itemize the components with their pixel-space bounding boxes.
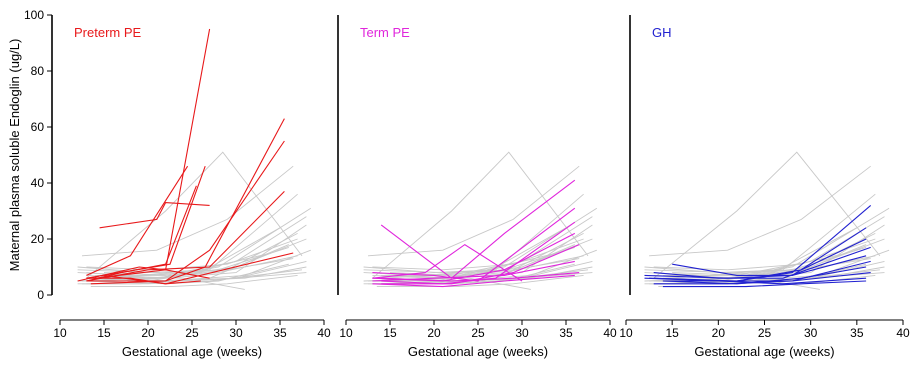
x-tick-label: 40	[896, 326, 910, 340]
x-tick-label: 20	[141, 326, 155, 340]
x-axis-label: Gestational age (weeks)	[122, 344, 262, 359]
x-tick-label: 15	[97, 326, 111, 340]
panel-title: Term PE	[360, 25, 410, 40]
x-tick-label: 35	[273, 326, 287, 340]
background-series-line	[653, 207, 890, 279]
x-tick-label: 30	[804, 326, 818, 340]
highlight-series-line	[99, 202, 210, 229]
highlight-series-line	[644, 277, 867, 285]
y-axis-label: Maternal plasma soluble Endoglin (ug/L)	[7, 39, 22, 272]
x-tick-label: 40	[317, 326, 331, 340]
background-series-line	[95, 246, 289, 279]
y-tick-label: 20	[31, 232, 45, 246]
background-series-line	[644, 193, 876, 274]
highlight-series-line	[86, 191, 285, 282]
background-series-line	[649, 165, 871, 257]
x-tick-label: 10	[339, 326, 353, 340]
background-series-line	[367, 165, 580, 257]
highlight-series-line	[86, 140, 285, 282]
panel-title: GH	[652, 25, 672, 40]
background-series-line	[81, 165, 294, 257]
highlight-series-line	[672, 255, 867, 276]
panel-title: Preterm PE	[74, 25, 142, 40]
highlight-series-line	[372, 274, 575, 288]
highlight-series-line	[77, 28, 211, 282]
highlight-series-line	[662, 266, 867, 285]
background-series-line	[86, 238, 298, 271]
background-series-line	[363, 258, 580, 274]
background-series-line	[653, 238, 876, 271]
x-tick-label: 10	[619, 326, 633, 340]
x-tick-label: 25	[758, 326, 772, 340]
x-axis-label: Gestational age (weeks)	[408, 344, 548, 359]
y-tick-label: 80	[31, 64, 45, 78]
x-tick-label: 10	[53, 326, 67, 340]
highlight-series-line	[372, 243, 523, 282]
highlight-series-line	[381, 244, 580, 285]
highlight-series-line	[653, 246, 871, 279]
highlight-series-line	[103, 274, 201, 285]
y-tick-label: 0	[37, 288, 44, 302]
background-series-line	[372, 238, 584, 271]
y-tick-label: 40	[31, 176, 45, 190]
x-tick-label: 25	[471, 326, 485, 340]
highlight-series-line	[86, 166, 206, 279]
highlight-series-line	[95, 269, 210, 279]
x-tick-label: 15	[383, 326, 397, 340]
x-tick-label: 15	[665, 326, 679, 340]
background-series-line	[363, 193, 584, 274]
x-tick-label: 35	[559, 326, 573, 340]
background-series-line	[86, 151, 303, 279]
highlight-series-line	[662, 280, 867, 288]
highlight-series-line	[86, 165, 189, 276]
x-tick-label: 20	[427, 326, 441, 340]
background-series-line	[376, 274, 584, 288]
background-series-line	[653, 151, 881, 279]
background-series-line	[77, 193, 298, 274]
highlight-series-line	[381, 272, 580, 282]
background-series-line	[90, 274, 298, 288]
x-tick-label: 20	[712, 326, 726, 340]
x-tick-label: 30	[229, 326, 243, 340]
x-tick-label: 30	[515, 326, 529, 340]
background-series-line	[372, 151, 589, 279]
x-tick-label: 35	[850, 326, 864, 340]
background-series-line	[381, 246, 575, 279]
highlight-series-line	[380, 179, 576, 279]
x-tick-label: 25	[185, 326, 199, 340]
y-tick-label: 60	[31, 120, 45, 134]
x-axis-label: Gestational age (weeks)	[694, 344, 834, 359]
x-tick-label: 40	[603, 326, 617, 340]
y-tick-label: 100	[24, 8, 44, 22]
